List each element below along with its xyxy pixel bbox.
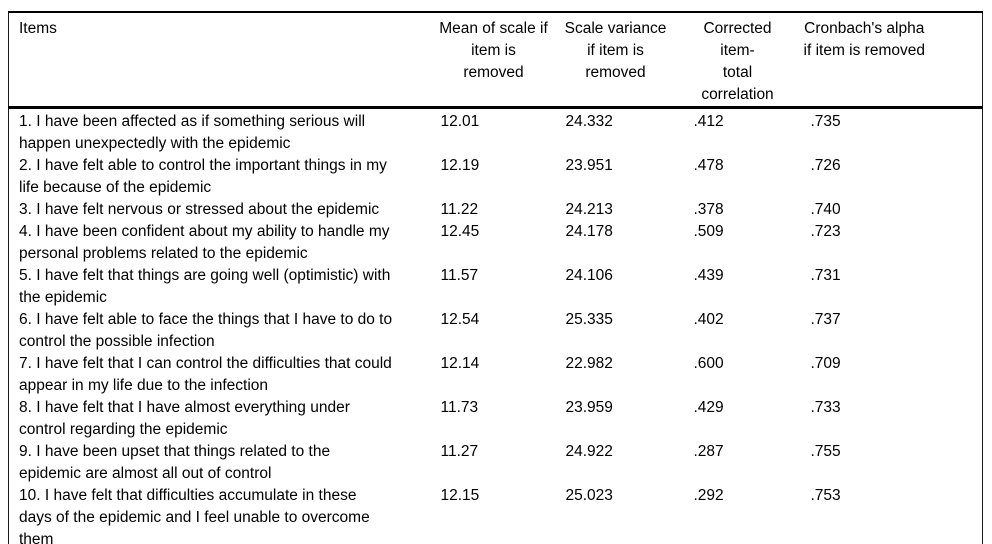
mean-value: 11.73 bbox=[440, 399, 479, 416]
mean-value: 12.45 bbox=[440, 223, 480, 240]
alpha-value: .731 bbox=[810, 267, 841, 284]
item-text: 2. I have felt able to control the impor… bbox=[19, 157, 387, 196]
item-text: 1. I have been affected as if something … bbox=[19, 113, 366, 152]
item-text: 9. I have been upset that things related… bbox=[19, 443, 331, 482]
table-row: 10. I have felt that difficulties accumu… bbox=[9, 485, 983, 544]
mean-value: 12.54 bbox=[440, 311, 480, 328]
variance-value: 24.332 bbox=[565, 113, 613, 130]
table-row: 6. I have felt able to face the things t… bbox=[9, 309, 983, 353]
alpha-value: .737 bbox=[810, 311, 841, 328]
correlation-value: .292 bbox=[693, 487, 724, 504]
alpha-value: .709 bbox=[810, 355, 841, 372]
table-row: 9. I have been upset that things related… bbox=[9, 441, 983, 485]
column-header-variance: Scale variance if item is removed bbox=[560, 12, 686, 109]
variance-value: 24.178 bbox=[565, 223, 613, 240]
mean-value: 12.14 bbox=[440, 355, 480, 372]
mean-value: 12.15 bbox=[440, 487, 480, 504]
correlation-value: .412 bbox=[693, 113, 724, 130]
table-body: 1. I have been affected as if something … bbox=[9, 108, 983, 544]
item-text: 8. I have felt that I have almost everyt… bbox=[19, 399, 350, 438]
variance-value: 23.959 bbox=[565, 399, 613, 416]
table-row: 1. I have been affected as if something … bbox=[9, 108, 983, 156]
alpha-value: .755 bbox=[810, 443, 841, 460]
variance-value: 25.335 bbox=[565, 311, 613, 328]
variance-value: 23.951 bbox=[565, 157, 613, 174]
column-header-mean: Mean of scale if item is removed bbox=[430, 12, 561, 109]
mean-value: 11.22 bbox=[440, 201, 479, 218]
variance-value: 24.922 bbox=[565, 443, 613, 460]
table-row: 2. I have felt able to control the impor… bbox=[9, 155, 983, 199]
table-row: 7. I have felt that I can control the di… bbox=[9, 353, 983, 397]
reliability-table: Items Mean of scale if item is removed S… bbox=[8, 11, 983, 544]
correlation-value: .439 bbox=[693, 267, 724, 284]
alpha-value: .740 bbox=[810, 201, 841, 218]
alpha-value: .735 bbox=[810, 113, 841, 130]
item-text: 10. I have felt that difficulties accumu… bbox=[19, 487, 370, 544]
table-row: 3. I have felt nervous or stressed about… bbox=[9, 199, 983, 221]
mean-value: 11.27 bbox=[440, 443, 479, 460]
item-text: 3. I have felt nervous or stressed about… bbox=[19, 201, 380, 218]
alpha-value: .753 bbox=[810, 487, 841, 504]
mean-value: 11.57 bbox=[440, 267, 479, 284]
correlation-value: .402 bbox=[693, 311, 724, 328]
correlation-value: .287 bbox=[693, 443, 724, 460]
column-header-alpha: Cronbach's alpha if item is removed bbox=[800, 12, 983, 109]
mean-value: 12.19 bbox=[440, 157, 480, 174]
variance-value: 24.106 bbox=[565, 267, 613, 284]
mean-value: 12.01 bbox=[440, 113, 480, 130]
header-row: Items Mean of scale if item is removed S… bbox=[8, 12, 983, 109]
correlation-value: .509 bbox=[693, 223, 724, 240]
column-header-items: Items bbox=[8, 12, 431, 109]
column-header-correlation: Corrected item- total correlation bbox=[685, 12, 801, 109]
variance-value: 24.213 bbox=[565, 201, 613, 218]
item-text: 6. I have felt able to face the things t… bbox=[19, 311, 393, 350]
alpha-value: .733 bbox=[810, 399, 841, 416]
table-row: 5. I have felt that things are going wel… bbox=[9, 265, 983, 309]
item-text: 7. I have felt that I can control the di… bbox=[19, 355, 392, 394]
variance-value: 25.023 bbox=[565, 487, 613, 504]
correlation-value: .378 bbox=[693, 201, 724, 218]
alpha-value: .726 bbox=[810, 157, 841, 174]
item-text: 4. I have been confident about my abilit… bbox=[19, 223, 390, 262]
alpha-value: .723 bbox=[810, 223, 841, 240]
table-row: 8. I have felt that I have almost everyt… bbox=[9, 397, 983, 441]
variance-value: 22.982 bbox=[565, 355, 613, 372]
item-text: 5. I have felt that things are going wel… bbox=[19, 267, 391, 306]
correlation-value: .478 bbox=[693, 157, 724, 174]
table-header: Items Mean of scale if item is removed S… bbox=[8, 12, 983, 109]
correlation-value: .429 bbox=[693, 399, 724, 416]
table-row: 4. I have been confident about my abilit… bbox=[9, 221, 983, 265]
correlation-value: .600 bbox=[693, 355, 724, 372]
